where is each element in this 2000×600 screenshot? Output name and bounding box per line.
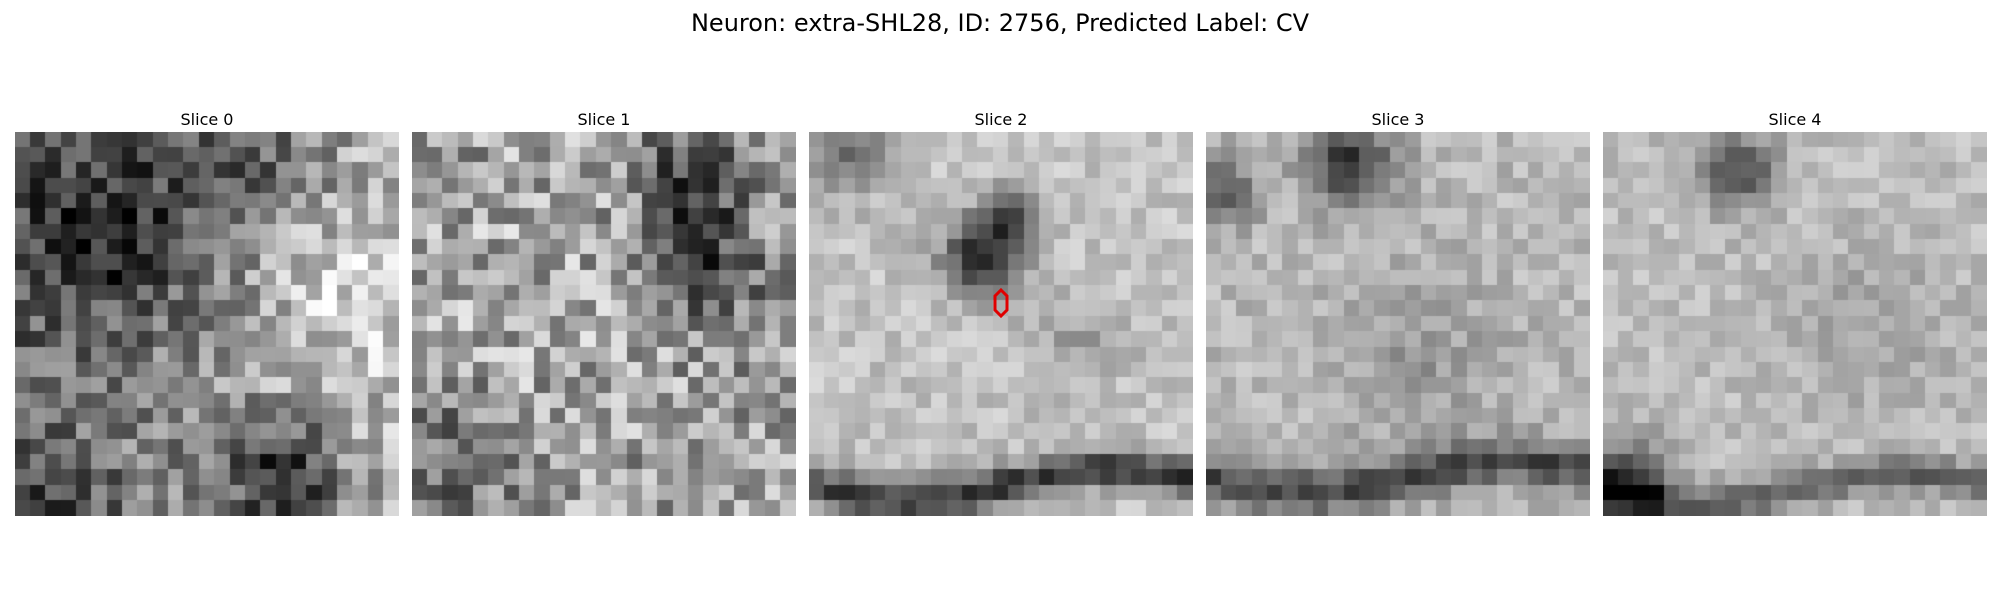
slice-image-0 [15, 132, 399, 516]
slice-panel-4: Slice 4 [1603, 108, 1987, 516]
figure-title: Neuron: extra-SHL28, ID: 2756, Predicted… [690, 9, 1310, 37]
slice-panel-2: Slice 2 [809, 108, 1193, 516]
slice-panel-1: Slice 1 [412, 108, 796, 516]
slice-title-0: Slice 0 [180, 110, 234, 129]
slice-title-4: Slice 4 [1768, 110, 1822, 129]
slice-panel-0: Slice 0 [15, 108, 399, 516]
slice-image-3 [1206, 132, 1590, 516]
slice-title-1: Slice 1 [577, 110, 631, 129]
slice-title-3: Slice 3 [1371, 110, 1425, 129]
slice-title-2: Slice 2 [974, 110, 1028, 129]
slice-panel-3: Slice 3 [1206, 108, 1590, 516]
slice-image-4 [1603, 132, 1987, 516]
slice-image-1 [412, 132, 796, 516]
slice-image-2 [809, 132, 1193, 516]
